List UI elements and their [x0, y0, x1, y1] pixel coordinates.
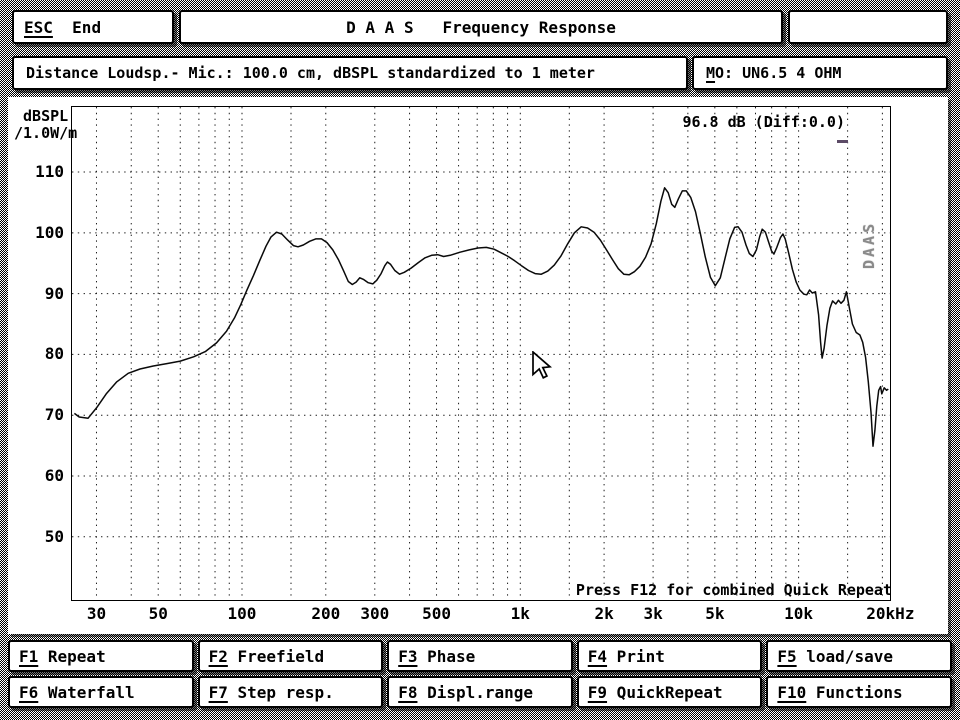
page-title: D A A S Frequency Response: [346, 17, 616, 37]
f12-hint-text: Press F12 for combined Quick Repeat: [575, 581, 892, 599]
daas-watermark: DAAS: [860, 220, 878, 269]
fkey-label: F3: [398, 646, 418, 666]
titlebar-spacer-box: [788, 10, 948, 44]
x-tick-label: 20kHz: [866, 604, 915, 623]
spl-curve: [73, 187, 889, 447]
spl-readout: 96.8 dB (Diff:0.0): [682, 113, 845, 131]
window-title-bar: D A A S Frequency Response: [179, 10, 783, 44]
fkey-label: F1: [19, 646, 39, 666]
x-tick-label: 30: [86, 604, 107, 623]
x-tick-label: 200: [311, 604, 341, 623]
model-name-text: O: UN6.5 4 OHM: [715, 64, 842, 82]
x-tick-label: 5k: [705, 604, 725, 623]
f2-freefield-button[interactable]: F2 Freefield: [197, 640, 384, 672]
f1-repeat-button[interactable]: F1 Repeat: [8, 640, 194, 672]
measurement-info-box: Distance Loudsp.- Mic.: 100.0 cm, dBSPL …: [12, 56, 688, 90]
fkey-label: F6: [19, 682, 39, 702]
fkey-action-label: Print: [607, 646, 665, 666]
fkey-action-label: Step resp.: [227, 682, 334, 702]
f9-quickrepeat-button[interactable]: F9 QuickRepeat: [576, 676, 763, 708]
y-tick-label: 70: [44, 405, 64, 425]
x-tick-label: 2k: [594, 604, 614, 623]
y-tick-label: 80: [44, 344, 64, 364]
x-tick-label: 3k: [643, 604, 663, 623]
fkey-label: F8: [398, 682, 418, 702]
model-key-label: M: [706, 64, 716, 82]
x-tick-label: 1k: [510, 604, 530, 623]
fkey-action-label: Waterfall: [38, 682, 135, 702]
fkey-action-label: QuickRepeat: [607, 682, 723, 702]
fkey-action-label: Phase: [417, 646, 476, 666]
plot-border: [71, 106, 891, 601]
frequency-response-chart[interactable]: [72, 107, 890, 600]
f5-load-save-button[interactable]: F5 load/save: [766, 640, 952, 672]
y-tick-label: 60: [44, 465, 64, 485]
x-tick-label: 300: [360, 604, 390, 623]
fkey-action-label: Displ.range: [417, 682, 534, 702]
function-key-row-1: F1 Repeat F2 Freefield F3 Phase F4 Print F5 …: [8, 640, 952, 672]
fkey-action-label: load/save: [796, 646, 893, 666]
esc-key-label: ESC: [24, 17, 53, 37]
f4-print-button[interactable]: F4 Print: [576, 640, 763, 672]
fkey-label: F7: [208, 682, 228, 702]
f3-phase-button[interactable]: F3 Phase: [387, 640, 573, 672]
readout-marker-dash: [837, 140, 848, 143]
y-tick-label: 90: [44, 283, 64, 303]
y-tick-label: 100: [35, 222, 64, 242]
x-tick-label: 100: [227, 604, 257, 623]
measurement-info-text: Distance Loudsp.- Mic.: 100.0 cm, dBSPL …: [26, 64, 595, 82]
fkey-action-label: Freefield: [227, 646, 325, 666]
fkey-label: F9: [587, 682, 608, 702]
y-axis-unit-label: dBSPL/1.0W/m: [14, 107, 78, 142]
fkey-action-label: Repeat: [38, 646, 106, 666]
esc-end-label: End: [72, 17, 102, 37]
y-tick-label: 110: [35, 162, 64, 182]
x-tick-label: 10k: [784, 604, 814, 623]
fkey-label: F5: [777, 646, 797, 666]
f8-displ-range-button[interactable]: F8 Displ.range: [387, 676, 573, 708]
esc-end-button[interactable]: ESC End: [12, 10, 174, 44]
f10-functions-button[interactable]: F10 Functions: [766, 676, 952, 708]
fkey-label: F4: [587, 646, 608, 666]
fkey-label: F2: [208, 646, 228, 666]
y-tick-label: 50: [44, 526, 64, 546]
model-info-box[interactable]: MO: UN6.5 4 OHM: [692, 56, 948, 90]
mouse-cursor-icon: [532, 351, 553, 379]
x-tick-label: 500: [422, 604, 451, 623]
x-tick-label: 50: [148, 604, 168, 623]
fkey-action-label: Functions: [806, 682, 903, 702]
f7-step-resp-button[interactable]: F7 Step resp.: [197, 676, 384, 708]
function-key-row-2: F6 Waterfall F7 Step resp. F8 Displ.range F…: [8, 676, 952, 708]
frequency-response-graph-panel: dBSPL/1.0W/m 110 100 90 80 70 60 50 30 50 100 200…: [8, 97, 948, 634]
f6-waterfall-button[interactable]: F6 Waterfall: [8, 676, 194, 708]
fkey-label: F10: [777, 682, 807, 702]
